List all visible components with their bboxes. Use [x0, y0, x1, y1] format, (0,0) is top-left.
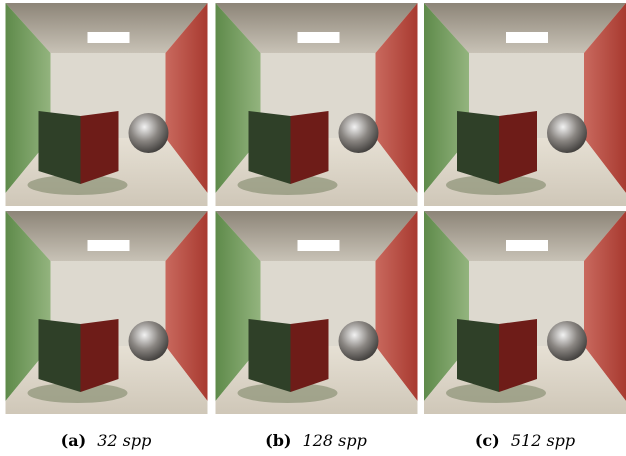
render-image — [216, 211, 418, 414]
page: {"figure": {"subfigures": [ {"label": "(… — [0, 0, 626, 456]
subfigure-caption: 512 spp — [511, 431, 575, 450]
render-image — [424, 3, 626, 206]
caption: (a) 32 spp — [61, 431, 152, 450]
render-image — [6, 211, 208, 414]
subfigure-label: (c) — [475, 431, 500, 450]
subfigure-label: (a) — [61, 431, 87, 450]
render-image — [216, 3, 418, 206]
figure: (a) 32 spp (b) 128 spp (c) 512 spp — [0, 0, 626, 456]
render-image — [424, 211, 626, 414]
caption: (b) 128 spp — [265, 431, 367, 450]
caption: (c) 512 spp — [475, 431, 575, 450]
subfigure-caption: 128 spp — [303, 431, 367, 450]
subfigure-label: (b) — [265, 431, 291, 450]
subfigure-caption: 32 spp — [97, 431, 151, 450]
render-image — [6, 3, 208, 206]
